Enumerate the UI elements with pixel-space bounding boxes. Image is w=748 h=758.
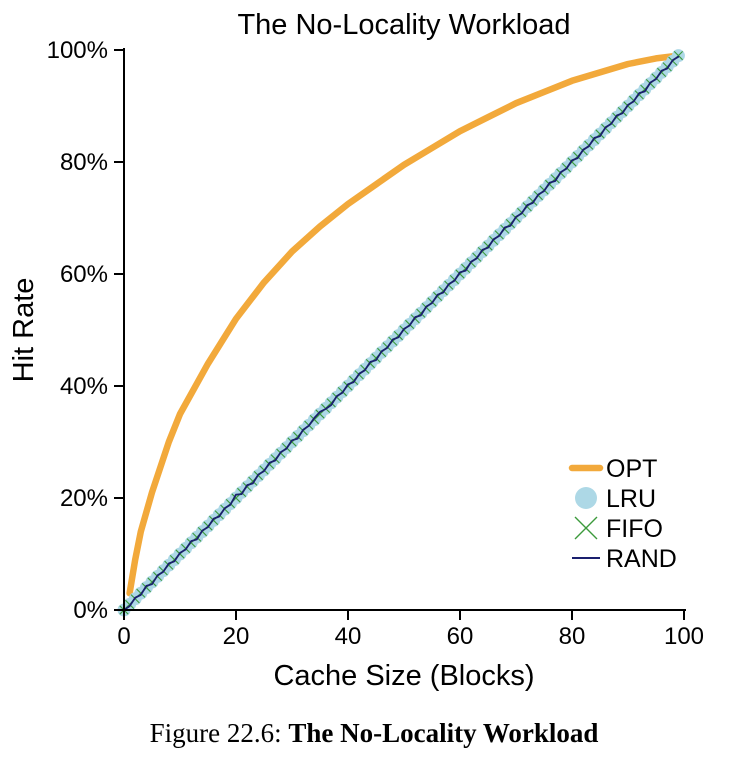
x-tick-label: 40: [335, 623, 362, 650]
y-tick-label: 100%: [47, 37, 108, 64]
chart-title: The No-Locality Workload: [237, 9, 570, 41]
x-tick-label: 20: [223, 623, 250, 650]
y-tick-label: 80%: [60, 149, 108, 176]
legend-label-fifo: FIFO: [606, 515, 663, 543]
series-layer: [117, 49, 685, 617]
legend-swatch-fifo: [574, 516, 598, 540]
caption-label: Figure 22.6:: [149, 718, 282, 748]
x-tick-label: 60: [447, 623, 474, 650]
x-tick-label: 100: [664, 623, 704, 650]
legend-label-rand: RAND: [606, 545, 677, 573]
hit-rate-chart: The No-Locality Workload Hit Rate Cache …: [8, 9, 704, 692]
caption-title: The No-Locality Workload: [288, 718, 599, 748]
y-tick-label: 20%: [60, 485, 108, 512]
y-tick-label: 60%: [60, 261, 108, 288]
x-axis-label: Cache Size (Blocks): [273, 660, 534, 692]
figure-caption: Figure 22.6: The No-Locality Workload: [0, 718, 748, 749]
x-tick-label: 0: [117, 623, 130, 650]
y-tick-label: 40%: [60, 373, 108, 400]
series-rand-line: [123, 55, 680, 611]
axes: 0 20 40 60 80 100 0% 20% 40% 60% 80% 100%: [47, 37, 704, 650]
y-axis-label: Hit Rate: [8, 278, 40, 383]
series-opt-line: [126, 52, 682, 597]
legend-label-opt: OPT: [606, 455, 657, 483]
y-tick-label: 0%: [73, 597, 108, 624]
legend-swatch-lru: [575, 487, 597, 509]
legend-label-lru: LRU: [606, 485, 656, 513]
x-tick-label: 80: [559, 623, 586, 650]
